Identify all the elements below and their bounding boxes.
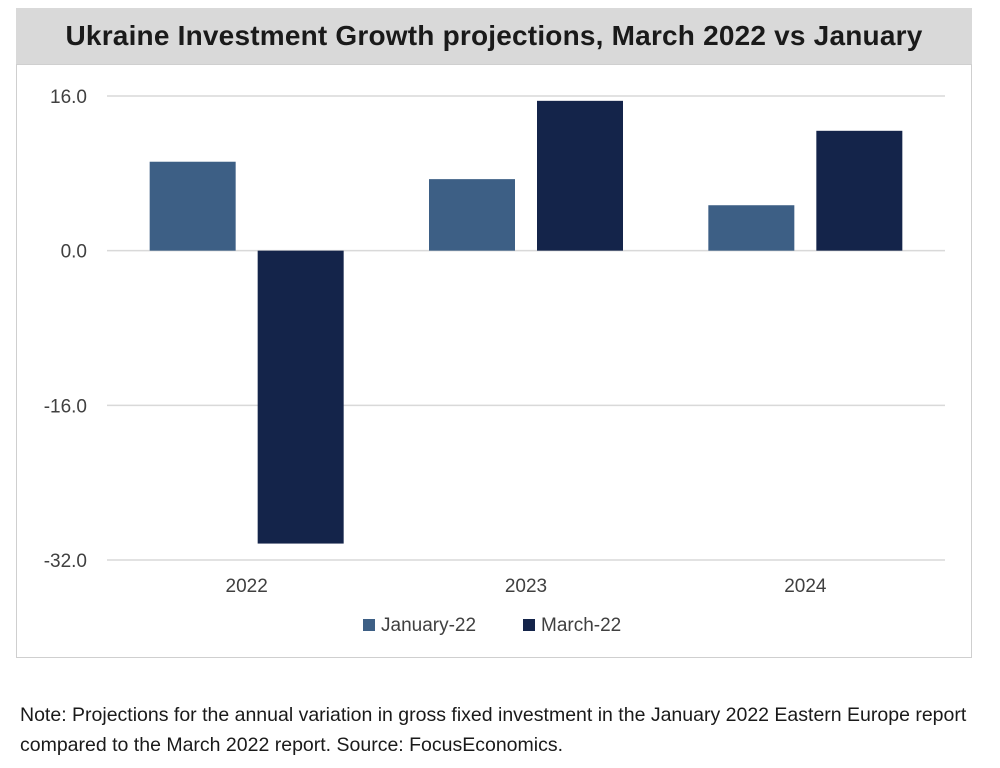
legend-label: January-22 (381, 615, 476, 636)
bar-march-22-2022 (257, 250, 344, 544)
chart-area: 16.0 0.0 -16.0 -32.0 2022 2023 2024 January-22 M… (16, 64, 972, 658)
legend-swatch (363, 619, 375, 631)
legend-label: March-22 (541, 615, 621, 636)
title-bar: Ukraine Investment Growth projections, M… (16, 8, 972, 64)
x-tick-label: 2022 (226, 576, 268, 597)
bar-january-22-2022 (149, 161, 236, 251)
legend-swatch (523, 619, 535, 631)
x-tick-label: 2024 (784, 576, 827, 597)
bar-march-22-2024 (816, 130, 903, 251)
bar-january-22-2024 (708, 205, 795, 251)
y-tick-label: -32.0 (44, 551, 87, 572)
bar-january-22-2023 (429, 179, 515, 251)
chart-note: Note: Projections for the annual variati… (20, 704, 967, 756)
chart-title: Ukraine Investment Growth projections, M… (65, 20, 923, 51)
bar-chart: 16.0 0.0 -16.0 -32.0 2022 2023 2024 January-22 M… (44, 87, 945, 636)
x-tick-label: 2023 (505, 576, 547, 597)
bar-march-22-2023 (537, 100, 623, 251)
y-tick-label: 0.0 (61, 242, 87, 263)
y-tick-label: 16.0 (50, 87, 87, 108)
y-tick-label: -16.0 (44, 396, 87, 417)
